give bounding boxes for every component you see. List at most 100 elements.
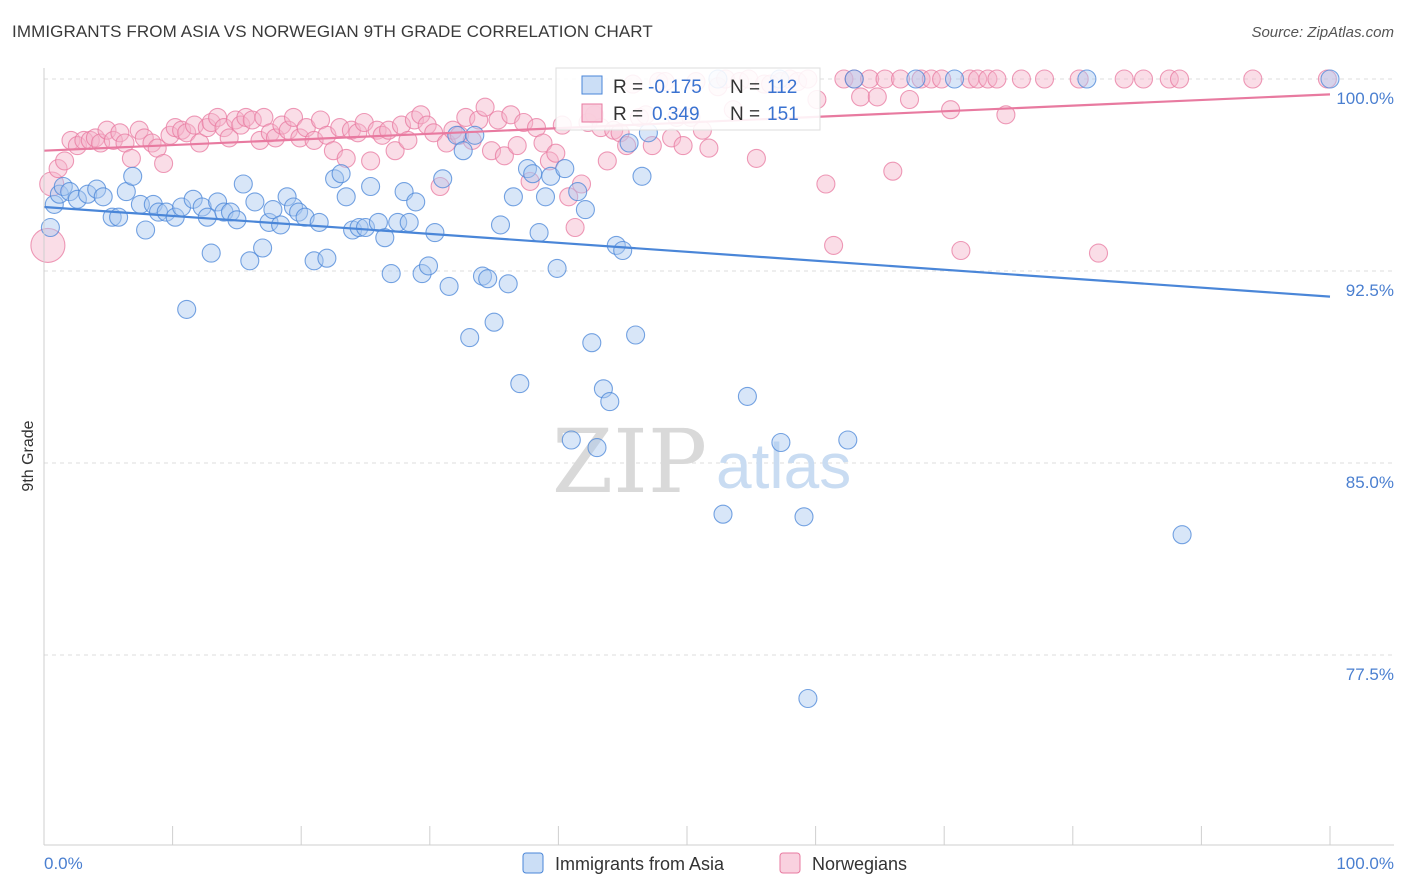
- point-norwegians: [987, 69, 1007, 89]
- stats-n-value-asia: 112: [767, 77, 797, 98]
- x-tick-label-max: 100.0%: [1336, 854, 1394, 873]
- legend-swatch-asia: [522, 852, 544, 874]
- point-asia: [399, 212, 419, 232]
- point-asia: [53, 176, 73, 197]
- point-asia: [309, 212, 329, 232]
- point-norwegians: [214, 118, 234, 138]
- point-norwegians: [1011, 69, 1031, 89]
- point-norwegians: [834, 69, 854, 89]
- stats-swatch-norwegians: [581, 103, 603, 123]
- legend: Immigrants from Asia Norwegians: [522, 852, 907, 874]
- point-asia: [418, 256, 439, 276]
- chart-title: IMMIGRANTS FROM ASIA VS NORWEGIAN 9TH GR…: [12, 22, 653, 41]
- point-asia: [632, 166, 652, 186]
- point-asia: [375, 228, 395, 248]
- point-norwegians: [867, 87, 887, 107]
- point-norwegians: [911, 69, 931, 89]
- point-norwegians: [103, 130, 123, 150]
- watermark-atlas: atlas: [716, 430, 851, 502]
- point-asia: [465, 125, 485, 145]
- point-norwegians: [1088, 243, 1109, 263]
- point-asia: [317, 248, 337, 268]
- point-norwegians: [330, 118, 350, 138]
- point-norwegians: [361, 151, 381, 171]
- point-asia: [406, 192, 426, 212]
- series-norwegians-points: [30, 69, 1337, 263]
- point-norwegians: [201, 112, 221, 133]
- point-asia: [325, 169, 345, 189]
- point-asia: [123, 166, 143, 186]
- point-asia: [626, 325, 646, 345]
- point-asia: [490, 215, 511, 235]
- stats-n-label-norwegians: N =: [730, 104, 760, 125]
- point-asia: [425, 223, 445, 243]
- point-norwegians: [110, 123, 130, 143]
- point-asia: [233, 174, 253, 194]
- point-norwegians: [172, 120, 192, 140]
- point-asia: [582, 333, 602, 353]
- point-norwegians: [336, 148, 356, 168]
- point-asia: [771, 432, 791, 453]
- point-norwegians: [546, 143, 566, 163]
- point-norwegians: [121, 148, 141, 168]
- stats-r-value-asia: -0.175: [648, 77, 702, 98]
- point-norwegians: [860, 69, 880, 89]
- y-tick-label: 77.5%: [1346, 665, 1394, 684]
- point-norwegians: [746, 148, 766, 168]
- point-asia: [472, 266, 493, 286]
- point-norwegians: [642, 136, 662, 156]
- watermark-zip: ZIP: [552, 410, 707, 513]
- point-asia: [361, 176, 381, 197]
- legend-label-norwegians: Norwegians: [812, 854, 907, 874]
- point-norwegians: [411, 105, 431, 125]
- legend-label-asia: Immigrants from Asia: [555, 854, 725, 874]
- point-asia: [906, 69, 926, 89]
- point-norwegians: [494, 146, 514, 166]
- point-norwegians: [443, 120, 463, 140]
- point-norwegians: [430, 176, 450, 197]
- point-norwegians: [597, 151, 617, 171]
- stats-n-value-norwegians: 151: [767, 104, 799, 125]
- y-tick-label: 85.0%: [1346, 473, 1394, 492]
- point-norwegians: [565, 217, 585, 238]
- point-norwegians: [883, 161, 903, 181]
- point-norwegians: [1133, 69, 1154, 89]
- point-norwegians: [1069, 69, 1089, 89]
- trend-line-asia: [43, 205, 1331, 298]
- point-asia: [535, 187, 556, 207]
- point-asia: [208, 192, 228, 212]
- stats-box: R = -0.175 N = 112 R = 0.349 N = 151: [555, 67, 821, 131]
- point-asia: [798, 688, 818, 709]
- point-asia: [381, 264, 401, 284]
- y-tick-label: 92.5%: [1346, 281, 1394, 300]
- point-asia: [737, 386, 757, 406]
- point-norwegians: [996, 105, 1016, 125]
- stats-n-label-asia: N =: [730, 77, 760, 98]
- point-asia: [433, 169, 453, 189]
- point-norwegians: [1034, 69, 1055, 89]
- source-attribution: Source: ZipAtlas.com: [1251, 24, 1394, 41]
- point-norwegians: [1159, 69, 1179, 89]
- point-asia: [517, 159, 538, 179]
- point-norwegians: [951, 240, 971, 261]
- point-asia: [40, 217, 60, 238]
- point-asia: [568, 182, 588, 202]
- stats-r-value-norwegians: 0.349: [652, 104, 700, 125]
- point-norwegians: [617, 136, 637, 156]
- point-asia: [613, 240, 633, 261]
- point-asia: [503, 187, 523, 207]
- point-asia: [1320, 69, 1340, 89]
- point-asia: [220, 202, 241, 222]
- point-norwegians: [304, 130, 324, 150]
- point-asia: [838, 430, 858, 450]
- point-norwegians: [559, 187, 579, 207]
- point-asia: [355, 217, 376, 238]
- point-asia: [575, 200, 595, 220]
- point-asia: [1077, 69, 1097, 89]
- point-asia: [587, 438, 607, 458]
- point-asia: [453, 141, 473, 161]
- point-asia: [844, 69, 864, 89]
- stats-r-label-norwegians: R =: [613, 104, 643, 125]
- point-norwegians: [539, 151, 559, 171]
